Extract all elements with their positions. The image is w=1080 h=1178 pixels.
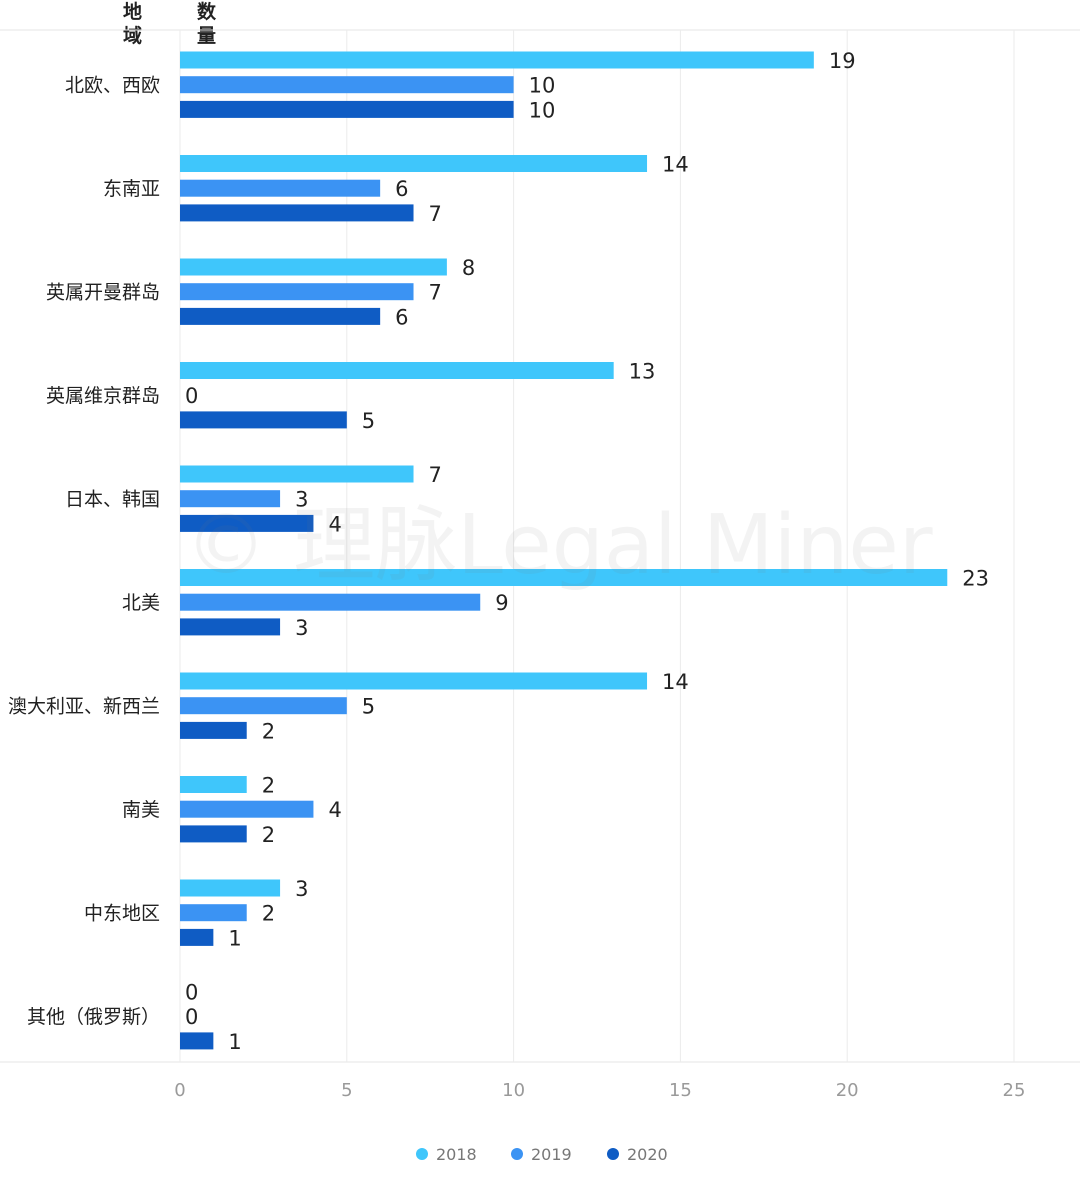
data-label: 4 xyxy=(328,798,341,822)
x-tick-label: 0 xyxy=(174,1080,185,1101)
category-label: 中东地区 xyxy=(84,903,160,925)
category-label: 日本、韩国 xyxy=(65,489,160,511)
bar xyxy=(180,283,414,301)
x-tick-label: 20 xyxy=(836,1080,859,1101)
data-label: 7 xyxy=(429,281,442,305)
data-label: 6 xyxy=(395,305,408,329)
bar xyxy=(180,490,281,508)
data-label: 7 xyxy=(429,463,442,487)
bar xyxy=(180,204,414,222)
data-label: 10 xyxy=(529,98,556,122)
data-label: 5 xyxy=(362,695,375,719)
x-tick-label: 5 xyxy=(341,1080,352,1101)
legend-marker xyxy=(607,1148,619,1160)
legend-marker xyxy=(416,1148,428,1160)
category-label: 北欧、西欧 xyxy=(65,75,160,97)
data-label: 3 xyxy=(295,877,308,901)
bar xyxy=(180,569,948,586)
data-label: 2 xyxy=(262,719,275,743)
bar xyxy=(180,825,247,843)
data-label: 3 xyxy=(295,488,308,512)
bar xyxy=(180,100,514,118)
data-label: 4 xyxy=(328,512,341,536)
data-label: 14 xyxy=(662,670,689,694)
bar xyxy=(180,618,281,636)
data-label: 0 xyxy=(185,1005,198,1029)
legend-marker xyxy=(511,1148,523,1160)
category-label: 北美 xyxy=(122,592,160,614)
bar xyxy=(180,776,247,793)
data-label: 23 xyxy=(962,567,989,591)
bar xyxy=(180,179,381,197)
data-label: 1 xyxy=(228,926,241,950)
data-label: 8 xyxy=(462,256,475,280)
category-label: 南美 xyxy=(122,799,160,821)
bar xyxy=(180,155,648,172)
data-label: 0 xyxy=(185,384,198,408)
category-label: 澳大利亚、新西兰 xyxy=(8,696,160,718)
bar xyxy=(180,928,214,946)
category-label: 东南亚 xyxy=(103,178,160,200)
bar xyxy=(180,258,447,276)
data-label: 14 xyxy=(662,153,689,177)
legend-label: 2019 xyxy=(531,1145,572,1164)
category-label: 英属维京群岛 xyxy=(46,385,160,407)
data-label: 13 xyxy=(629,360,656,384)
bar xyxy=(180,411,347,429)
x-tick-label: 10 xyxy=(502,1080,525,1101)
bar xyxy=(180,76,514,94)
data-label: 2 xyxy=(262,902,275,926)
data-label: 2 xyxy=(262,823,275,847)
data-label: 2 xyxy=(262,774,275,798)
bar xyxy=(180,697,347,715)
data-label: 7 xyxy=(429,202,442,226)
category-label: 其他（俄罗斯） xyxy=(27,1006,160,1028)
bar xyxy=(180,904,247,922)
bar xyxy=(180,800,314,818)
x-tick-label: 15 xyxy=(669,1080,692,1101)
bar xyxy=(180,307,381,325)
bar xyxy=(180,721,247,739)
data-label: 0 xyxy=(185,981,198,1005)
data-label: 6 xyxy=(395,177,408,201)
bar xyxy=(180,1032,214,1050)
data-label: 5 xyxy=(362,409,375,433)
bar xyxy=(180,879,281,897)
data-label: 3 xyxy=(295,616,308,640)
bar xyxy=(180,593,481,611)
bar xyxy=(180,51,814,69)
category-label: 英属开曼群岛 xyxy=(46,282,160,304)
data-label: 19 xyxy=(829,49,856,73)
bar xyxy=(180,514,314,532)
data-label: 10 xyxy=(529,74,556,98)
x-tick-label: 25 xyxy=(1003,1080,1026,1101)
bar xyxy=(180,672,648,690)
legend-label: 2018 xyxy=(436,1145,477,1164)
bar xyxy=(180,465,414,483)
bar xyxy=(180,362,614,379)
data-label: 1 xyxy=(228,1030,241,1054)
data-label: 9 xyxy=(495,591,508,615)
legend-label: 2020 xyxy=(627,1145,668,1164)
